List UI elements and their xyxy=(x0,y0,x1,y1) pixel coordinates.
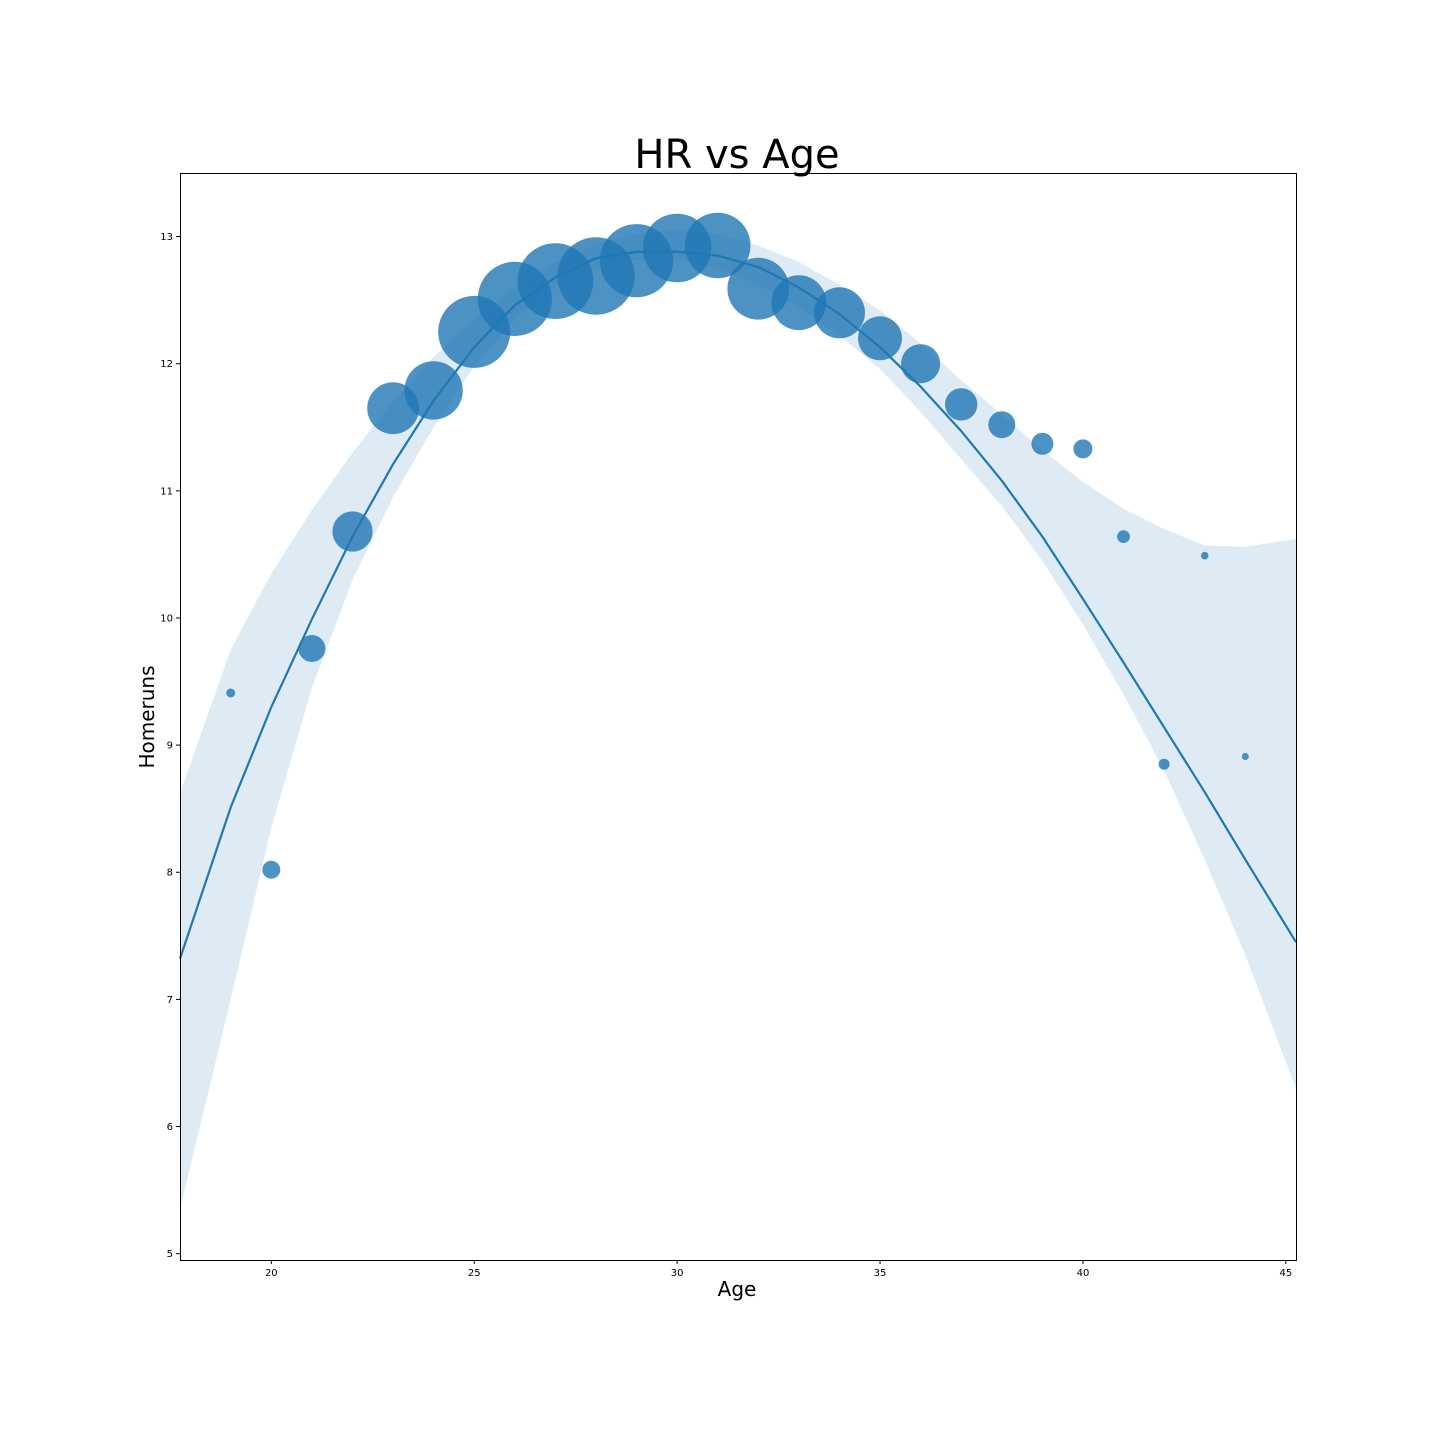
x-tick-label-40: 40 xyxy=(1077,1268,1090,1279)
y-tick-label-6: 6 xyxy=(167,1122,173,1133)
scatter-point-age-36 xyxy=(901,344,941,384)
scatter-point-age-42 xyxy=(1158,758,1170,770)
scatter-point-age-44 xyxy=(1241,753,1249,760)
scatter-point-age-19 xyxy=(226,688,236,698)
x-tick-label-35: 35 xyxy=(874,1268,887,1279)
y-tick-label-11: 11 xyxy=(160,486,173,497)
y-tick-label-13: 13 xyxy=(160,232,173,243)
plot-frame xyxy=(180,173,1297,1261)
fit-line-layer xyxy=(178,250,1297,960)
x-tick-label-20: 20 xyxy=(265,1268,278,1279)
y-tick-label-12: 12 xyxy=(160,359,173,370)
scatter-point-age-39 xyxy=(1031,432,1054,455)
scatter-point-age-37 xyxy=(945,388,978,421)
y-tick-label-5: 5 xyxy=(167,1249,173,1260)
y-tick-label-10: 10 xyxy=(160,613,173,624)
chart-title: HR vs Age xyxy=(634,132,839,178)
scatter-point-age-43 xyxy=(1200,551,1209,560)
y-tick-label-7: 7 xyxy=(167,995,173,1006)
y-axis-label: Homeruns xyxy=(135,665,159,768)
y-tick-label-8: 8 xyxy=(167,868,173,879)
confidence-band-layer xyxy=(180,228,1296,1210)
scatter-point-age-41 xyxy=(1117,530,1130,543)
scatter-point-age-35 xyxy=(858,316,902,361)
scatter-point-age-21 xyxy=(298,635,326,662)
x-tick-label-25: 25 xyxy=(468,1268,481,1279)
scatter-point-age-31 xyxy=(684,212,751,279)
scatter-point-age-22 xyxy=(332,511,373,552)
scatter-point-age-38 xyxy=(988,411,1016,439)
scatter-point-age-24 xyxy=(404,361,463,420)
x-axis-label: Age xyxy=(718,1277,757,1301)
scatter-point-age-20 xyxy=(262,860,281,879)
scatter-point-age-40 xyxy=(1073,439,1093,459)
x-tick-label-30: 30 xyxy=(671,1268,684,1279)
scatter-point-age-33 xyxy=(771,275,827,331)
scatter-points-layer xyxy=(226,212,1249,879)
y-tick-label-9: 9 xyxy=(167,741,173,752)
fit-line xyxy=(178,250,1297,960)
x-axis-ticks: 20 25 30 35 40 45 xyxy=(265,1260,1292,1279)
x-tick-label-45: 45 xyxy=(1279,1268,1292,1279)
y-axis-ticks: 5 6 7 8 9 10 11 12 13 xyxy=(160,232,180,1260)
confidence-band xyxy=(180,228,1296,1210)
